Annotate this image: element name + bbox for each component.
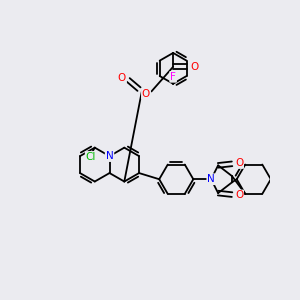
Text: N: N xyxy=(106,151,113,161)
Text: Cl: Cl xyxy=(86,152,96,162)
Text: O: O xyxy=(142,89,150,99)
Text: O: O xyxy=(235,190,243,200)
Text: O: O xyxy=(118,73,126,82)
Text: O: O xyxy=(235,158,243,168)
Text: O: O xyxy=(190,62,198,72)
Text: N: N xyxy=(207,174,215,184)
Text: F: F xyxy=(170,72,176,82)
